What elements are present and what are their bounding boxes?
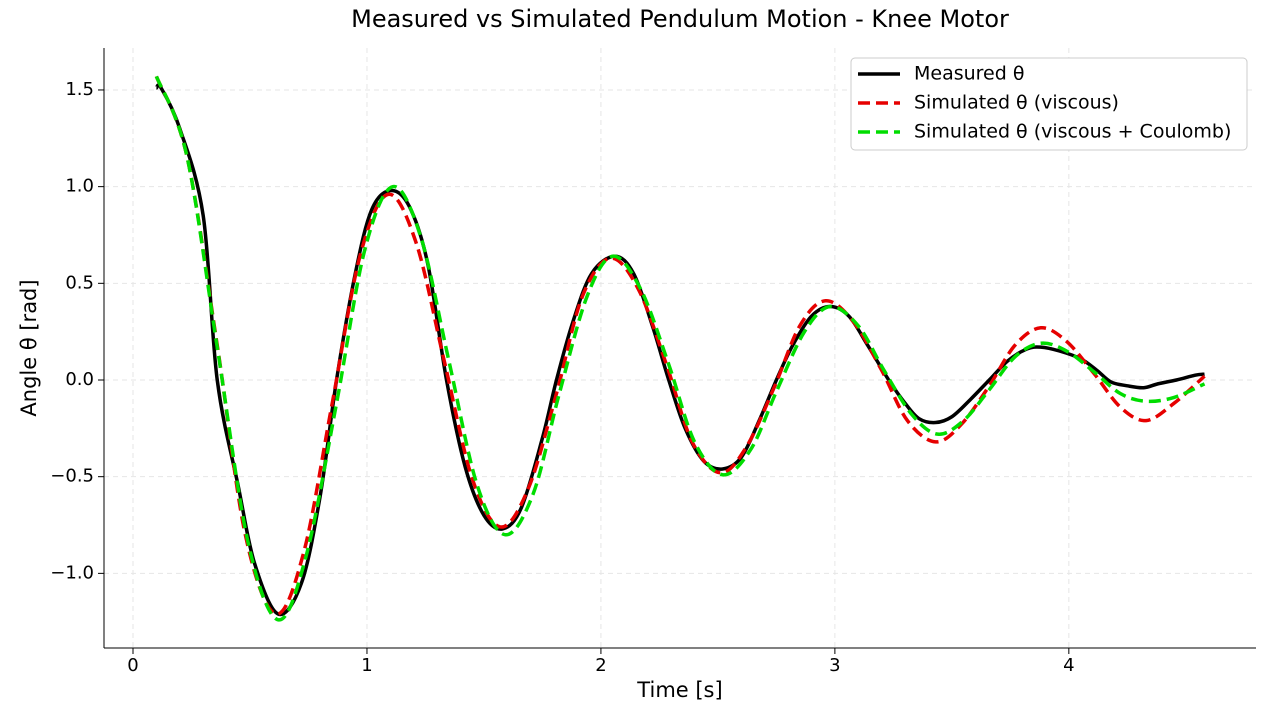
y-tick-label: −1.0 [50, 562, 94, 583]
x-tick-label: 1 [361, 655, 372, 676]
y-tick-label: −0.5 [50, 466, 94, 487]
x-tick-label: 3 [829, 655, 840, 676]
legend-box [850, 57, 1248, 151]
legend-label: Measured θ [914, 63, 1024, 85]
y-tick-label: 1.5 [65, 79, 94, 100]
x-tick-label: 2 [595, 655, 606, 676]
legend-label: Simulated θ (viscous + Coulomb) [914, 121, 1231, 143]
y-tick-label: 1.0 [65, 176, 94, 197]
x-tick-label: 4 [1063, 655, 1074, 676]
legend-label: Simulated θ (viscous) [914, 92, 1119, 114]
x-tick-label: 0 [127, 655, 138, 676]
y-tick-label: 0.0 [65, 369, 94, 390]
y-axis-label: Angle θ [rad] [17, 279, 41, 416]
series-line [154, 75, 1206, 622]
x-axis-label: Time [s] [636, 678, 722, 702]
chart-title: Measured vs Simulated Pendulum Motion - … [351, 5, 1009, 33]
series-line [154, 83, 1205, 617]
y-tick-label: 0.5 [65, 272, 94, 293]
series-line [154, 75, 1206, 616]
